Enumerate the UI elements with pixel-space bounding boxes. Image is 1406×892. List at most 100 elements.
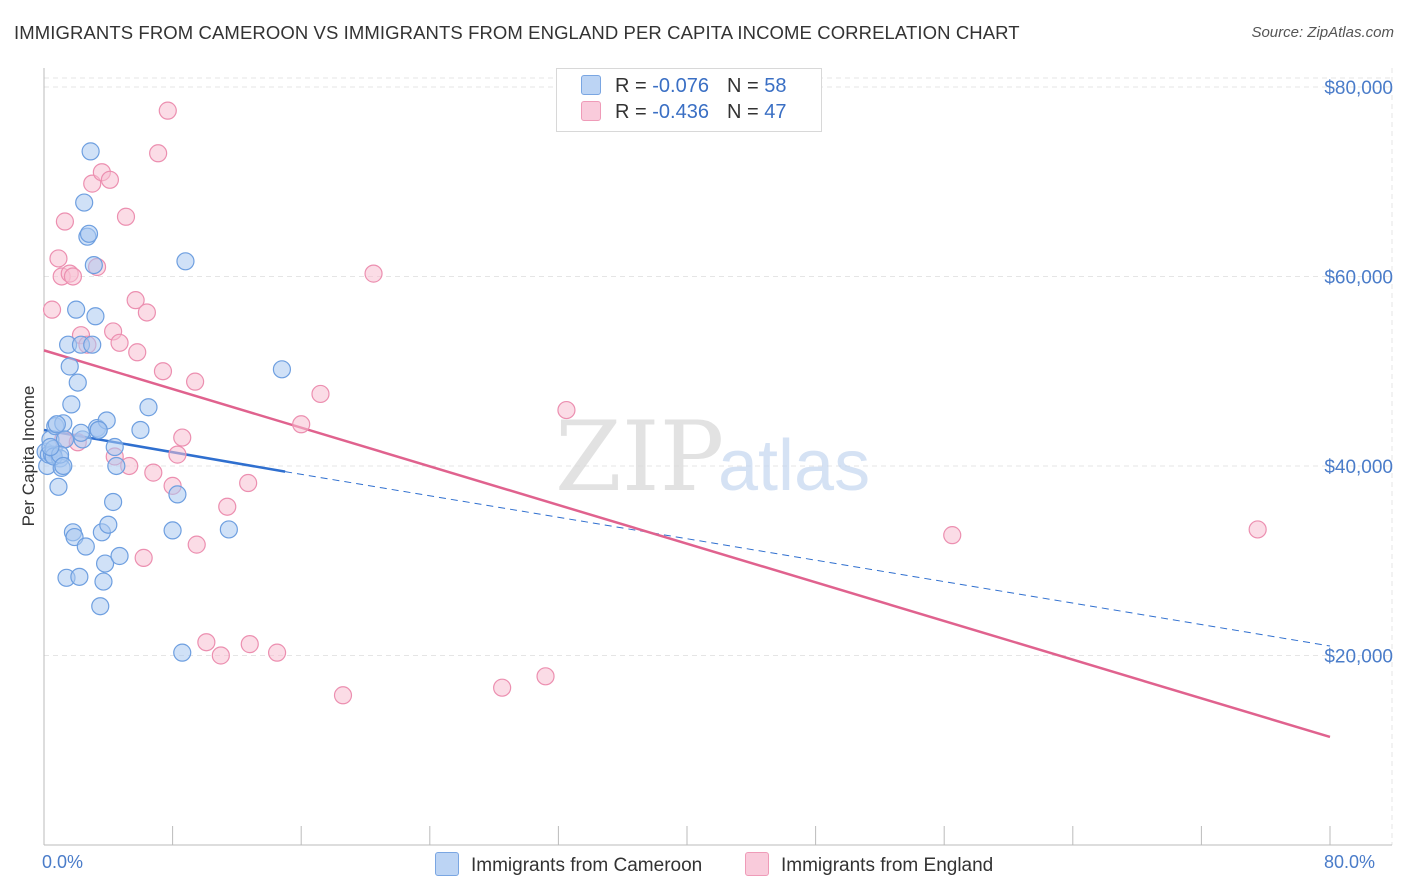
y-tick-label: $80,000: [1324, 78, 1393, 99]
cameroon-point: [104, 492, 123, 512]
cameroon-point: [67, 300, 86, 319]
series-legend: Immigrants from Cameroon Immigrants from…: [0, 852, 1406, 878]
cameroon-point: [83, 335, 102, 354]
england-swatch: [581, 101, 601, 121]
legend-n-value: 47: [764, 101, 787, 123]
england-point: [42, 300, 62, 319]
y-tick-label: $40,000: [1324, 457, 1393, 478]
england-point: [536, 667, 555, 686]
y-tick-labels: $20,000 $40,000 $60,000 $80,000: [1324, 78, 1393, 668]
england-point: [186, 372, 205, 391]
chart-title: IMMIGRANTS FROM CAMEROON VS IMMIGRANTS F…: [14, 22, 1020, 43]
cameroon-point: [81, 142, 100, 161]
watermark: ZIP atlas: [555, 401, 870, 513]
x-tick-min: 0.0%: [42, 852, 84, 872]
cameroon-point: [219, 520, 238, 539]
cameroon-point: [54, 456, 73, 476]
cameroon-point: [49, 477, 68, 496]
cameroon-point: [89, 420, 108, 440]
england-point: [63, 267, 83, 286]
legend-n-label: N =: [726, 101, 765, 123]
legend-item-england: Immigrants from England: [745, 852, 993, 877]
cameroon-point: [105, 437, 124, 457]
cameroon-point: [68, 373, 87, 392]
watermark-atlas: atlas: [718, 426, 870, 506]
england-point: [126, 291, 145, 310]
cameroon-swatch: [581, 75, 601, 95]
england-point: [149, 144, 168, 163]
cameroon-point: [91, 597, 110, 616]
y-axis-label: Per Capita Income: [19, 385, 38, 527]
england-point: [49, 249, 68, 268]
y-tick-label: $60,000: [1324, 267, 1393, 288]
england-point: [168, 445, 187, 464]
england-point: [557, 400, 576, 420]
cameroon-point: [163, 521, 182, 540]
england-point: [197, 633, 216, 652]
grid-lines: [44, 68, 1393, 845]
england-point: [218, 497, 237, 516]
england-point: [137, 303, 156, 322]
legend-n-value: 58: [764, 75, 787, 97]
legend-label-england: Immigrants from England: [781, 855, 994, 876]
cameroon-point: [173, 643, 192, 662]
legend-item-cameroon: Immigrants from Cameroon: [435, 852, 702, 877]
england-point: [364, 264, 383, 283]
cameroon-point: [62, 395, 81, 414]
cameroon-point: [70, 567, 89, 586]
cameroon-point: [99, 515, 118, 534]
england-point: [240, 635, 259, 654]
cameroon-trend-extension: [285, 471, 1331, 647]
cameroon-point: [176, 252, 195, 271]
legend-n-label: N =: [726, 75, 765, 97]
y-tick-label: $20,000: [1324, 646, 1393, 667]
england-point: [158, 101, 177, 120]
england-point: [110, 333, 129, 352]
legend-r-label: R =: [615, 101, 653, 123]
england-point: [153, 362, 173, 381]
england-point: [1248, 520, 1267, 539]
england-point: [55, 212, 74, 231]
england-point: [292, 415, 311, 434]
cameroon-point: [168, 485, 187, 504]
watermark-zip: ZIP: [555, 401, 724, 513]
england-point: [128, 343, 147, 362]
legend-r-value: -0.076: [652, 75, 709, 97]
england-trend-line: [43, 349, 1331, 739]
england-swatch: [745, 852, 769, 876]
cameroon-point: [95, 554, 115, 573]
england-point: [144, 463, 163, 482]
cameroon-point: [131, 420, 150, 440]
england-point: [187, 535, 206, 554]
legend-label-cameroon: Immigrants from Cameroon: [471, 855, 703, 876]
cameroon-point: [41, 437, 60, 457]
legend-row-cameroon: R = -0.076 N = 58: [581, 75, 786, 99]
cameroon-point: [71, 423, 91, 442]
england-point: [134, 548, 153, 567]
england-point: [239, 473, 258, 493]
england-point: [267, 643, 287, 662]
cameroon-point: [86, 307, 105, 326]
source-credit: Source: ZipAtlas.com: [1251, 24, 1394, 41]
england-point: [173, 428, 192, 447]
cameroon-point: [47, 415, 66, 434]
x-tick-max: 80.0%: [1324, 852, 1376, 872]
cameroon-points: [36, 142, 292, 662]
england-point: [116, 207, 136, 226]
cameroon-swatch: [435, 852, 459, 876]
england-point: [211, 646, 230, 665]
correlation-legend: R = -0.076 N = 58 R = -0.436 N = 47: [556, 68, 822, 132]
cameroon-point: [94, 572, 113, 591]
cameroon-point: [60, 357, 79, 376]
cameroon-point: [84, 255, 103, 275]
england-point: [333, 686, 353, 705]
legend-row-england: R = -0.436 N = 47: [581, 101, 786, 125]
cameroon-point: [76, 537, 95, 556]
england-point: [100, 170, 120, 189]
cameroon-point: [139, 398, 158, 417]
legend-r-value: -0.436: [652, 101, 709, 123]
cameroon-point: [272, 360, 292, 379]
cameroon-point: [110, 546, 129, 566]
legend-r-label: R =: [615, 75, 653, 97]
